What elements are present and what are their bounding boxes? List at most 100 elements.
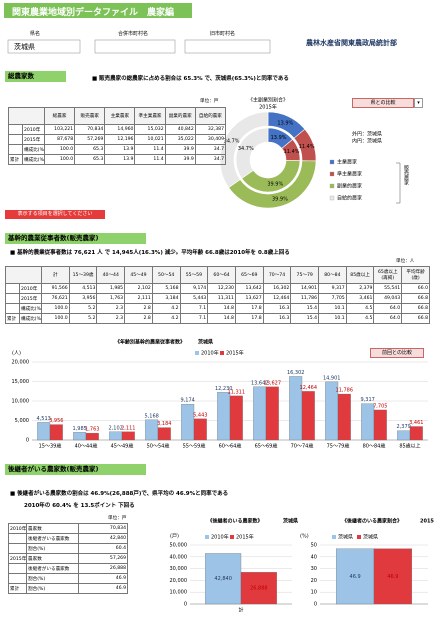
- field-box: [184, 39, 271, 54]
- table-cell: 34.7: [194, 154, 227, 165]
- table-row: 割合(%) 46.9: [8, 573, 128, 584]
- data-label: 12,464: [300, 385, 318, 391]
- table-cell: 5,168: [151, 283, 181, 294]
- table-cell: 13,642: [234, 283, 264, 294]
- table-row: 構成比(%) 100.0 5.2 2.3 2.8 4.2 7.1 14.8 17.8 16.3 15…: [5, 303, 430, 314]
- series-name: 外円：茨城県: [352, 131, 382, 138]
- row-group: [8, 543, 27, 554]
- table-cell: 91,566: [41, 283, 70, 294]
- table-row: 累計 構成比(%) 100.0 65.3 13.9 11.4 39.9 34.7: [8, 154, 227, 165]
- table-cell: 13.9: [104, 144, 136, 155]
- data-table: 総農家 販売農家 主業農家 準主業農家 副業的農家 自給的農家 2010年 103,221 70…: [8, 107, 227, 165]
- legend-swatch: [329, 159, 335, 165]
- table-cell: 26,888: [78, 563, 128, 574]
- bar: [301, 391, 315, 441]
- row-group: 2010年: [8, 523, 27, 534]
- bar: [85, 432, 99, 441]
- data-label: 3,461: [409, 420, 423, 426]
- table-cell: 11.4: [134, 144, 166, 155]
- compare-button[interactable]: 前回との比較: [370, 348, 424, 358]
- chart-subtitle: 茨城県: [283, 518, 298, 525]
- bar: [217, 392, 231, 441]
- table-cell: 65.3: [74, 144, 106, 155]
- row-group: [8, 124, 23, 135]
- y-tick-label: 40: [311, 554, 317, 560]
- column-header: 自給的農家: [194, 107, 227, 125]
- data-label: 4,513: [37, 416, 51, 422]
- row-label: 2010年: [22, 124, 45, 135]
- legend-label: 茨城県: [338, 534, 353, 541]
- field-label: 県名: [30, 31, 41, 37]
- table-unit: 単位：人: [396, 259, 415, 264]
- table-cell: 100.0: [43, 144, 76, 155]
- select-prompt[interactable]: 表示する項目を選択してください: [5, 210, 105, 219]
- y-tick-label: 30: [311, 566, 317, 572]
- compare-dropdown[interactable]: 県との比較: [352, 98, 414, 108]
- table-cell: 70,834: [78, 523, 128, 534]
- y-tick-label: 20,000: [12, 360, 30, 366]
- y-tick-label: 10: [311, 590, 317, 596]
- data-label: 13.9%: [271, 135, 287, 141]
- data-label: 2,111: [121, 425, 135, 431]
- table-row: 2010年 農家数 70,834: [8, 523, 128, 534]
- data-label: 46.9: [387, 574, 398, 580]
- table-cell: 34.7: [194, 144, 227, 155]
- row-label: 割合(%): [26, 543, 79, 554]
- table-cell: 4.5: [345, 313, 375, 324]
- table-cell: 32,387: [194, 124, 227, 135]
- section-note: ■ 後継者がいる農家数の割合は 46.9%(26,888戸)で、県平均の 46.…: [10, 491, 229, 497]
- data-label: 12,230: [215, 386, 233, 392]
- bar: [373, 409, 387, 441]
- row-group: [5, 283, 20, 294]
- legend-label: 2015年: [226, 350, 244, 357]
- legend-swatch: [205, 535, 209, 539]
- table-cell: 15.4: [290, 303, 320, 314]
- data-label: 7,705: [373, 403, 387, 409]
- y-tick-label: 40,000: [170, 554, 188, 560]
- column-header: 準主業農家: [134, 107, 166, 125]
- table-cell: 100.0: [43, 154, 76, 165]
- row-group: [5, 303, 20, 314]
- data-label: 9,174: [181, 398, 195, 404]
- table-cell: 42,840: [78, 533, 128, 544]
- y-tick-label: 10,000: [12, 399, 30, 405]
- table-cell: 66.8: [401, 303, 430, 314]
- y-tick-label: 50: [311, 543, 317, 549]
- legend-swatch: [195, 351, 199, 355]
- row-group: [8, 144, 23, 155]
- legend-label: 自給的農家: [337, 195, 362, 202]
- x-tick-label: 40～44歳: [75, 443, 98, 450]
- column-header: 45～49: [124, 266, 153, 284]
- data-label: 13.9%: [277, 120, 293, 126]
- table-row: 2015年 農家数 57,269: [8, 553, 128, 564]
- row-label: 2010年: [19, 283, 42, 294]
- table-cell: 14,901: [290, 283, 320, 294]
- data-label: 1,763: [85, 427, 99, 433]
- dropdown-arrow[interactable]: ▾: [414, 98, 423, 108]
- x-tick-label: 50～54歳: [147, 443, 170, 450]
- row-group: 累計: [5, 313, 20, 324]
- bar: [49, 424, 63, 441]
- table-cell: 5,443: [179, 293, 209, 304]
- y-tick-label: 5,000: [15, 418, 29, 424]
- table-cell: 39.9: [164, 144, 196, 155]
- row-label: 構成比(%): [19, 313, 42, 324]
- row-group: 2015年: [8, 553, 27, 564]
- data-label: 1,985: [73, 426, 87, 432]
- table-cell: 39.9: [164, 154, 196, 165]
- table-row: 累計 割合(%) 46.9: [8, 583, 128, 594]
- bar: [73, 432, 87, 441]
- field-label: 旧市町村名: [210, 31, 236, 37]
- legend-swatch: [329, 195, 335, 201]
- x-tick-label: 80～84歳: [363, 443, 386, 450]
- data-label: 16,302: [287, 370, 305, 376]
- bar: [265, 386, 279, 441]
- table-cell: 4.2: [151, 313, 181, 324]
- table-cell: 4.5: [345, 303, 375, 314]
- table-cell: 60.4: [78, 543, 128, 554]
- table-cell: 103,221: [43, 124, 76, 135]
- x-tick-label: 65～69歳: [255, 443, 278, 450]
- table-cell: 2.3: [96, 303, 126, 314]
